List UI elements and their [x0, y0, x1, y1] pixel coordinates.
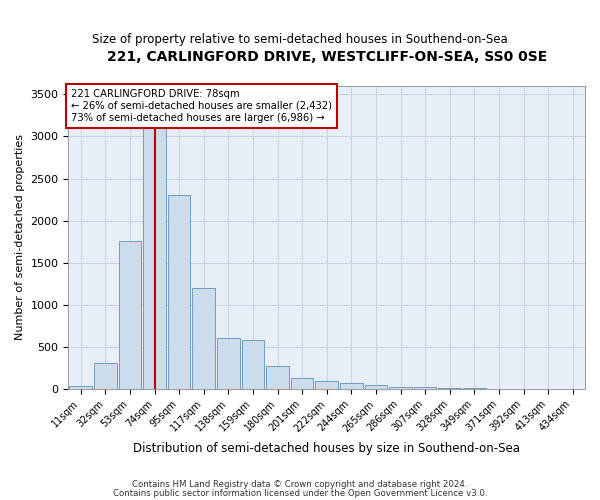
- Bar: [340, 382, 362, 389]
- Bar: [316, 380, 338, 389]
- Bar: [143, 104, 166, 389]
- Bar: [463, 388, 485, 389]
- Bar: [291, 378, 313, 389]
- Bar: [389, 386, 412, 389]
- X-axis label: Distribution of semi-detached houses by size in Southend-on-Sea: Distribution of semi-detached houses by …: [133, 442, 520, 455]
- Bar: [70, 386, 92, 389]
- Bar: [414, 388, 436, 389]
- Bar: [266, 366, 289, 389]
- Text: Contains public sector information licensed under the Open Government Licence v3: Contains public sector information licen…: [113, 488, 487, 498]
- Bar: [365, 385, 387, 389]
- Title: 221, CARLINGFORD DRIVE, WESTCLIFF-ON-SEA, SS0 0SE: 221, CARLINGFORD DRIVE, WESTCLIFF-ON-SEA…: [107, 50, 547, 64]
- Bar: [168, 196, 190, 389]
- Bar: [242, 340, 264, 389]
- Text: Size of property relative to semi-detached houses in Southend-on-Sea: Size of property relative to semi-detach…: [92, 32, 508, 46]
- Bar: [217, 338, 239, 389]
- Text: Contains HM Land Registry data © Crown copyright and database right 2024.: Contains HM Land Registry data © Crown c…: [132, 480, 468, 489]
- Bar: [193, 288, 215, 389]
- Bar: [439, 388, 461, 389]
- Bar: [119, 241, 141, 389]
- Y-axis label: Number of semi-detached properties: Number of semi-detached properties: [15, 134, 25, 340]
- Text: 221 CARLINGFORD DRIVE: 78sqm
← 26% of semi-detached houses are smaller (2,432)
7: 221 CARLINGFORD DRIVE: 78sqm ← 26% of se…: [71, 90, 332, 122]
- Bar: [94, 363, 116, 389]
